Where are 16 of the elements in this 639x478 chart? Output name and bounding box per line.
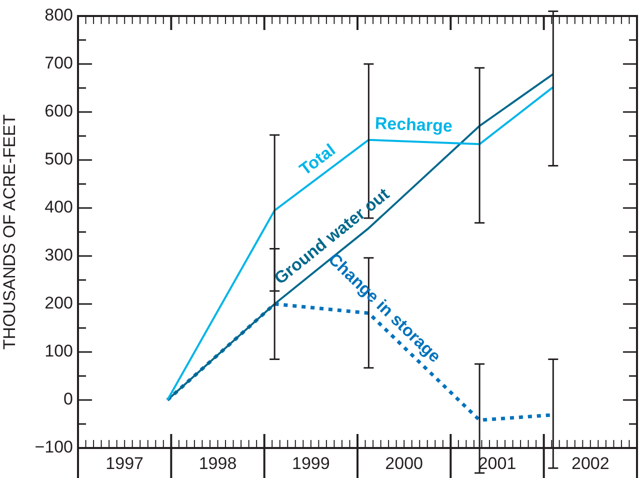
y-tick-label: 600: [44, 102, 73, 121]
y-axis-title: THOUSANDS OF ACRE-FEET: [0, 114, 19, 350]
x-tick-label: 1997: [106, 454, 144, 473]
y-tick-label: 500: [44, 150, 73, 169]
y-tick-label: 100: [44, 342, 73, 361]
y-tick-label: 700: [44, 54, 73, 73]
y-tick-label: 300: [44, 246, 73, 265]
y-tick-label: 0: [64, 390, 73, 409]
x-tick-label: 2002: [572, 454, 610, 473]
y-tick-label: 200: [44, 294, 73, 313]
x-tick-label: 1998: [198, 454, 237, 473]
x-tick-label: 1999: [292, 454, 330, 473]
y-tick-label: −100: [34, 438, 73, 457]
y-tick-label: 800: [44, 6, 73, 25]
y-tick-label: 400: [44, 198, 73, 217]
x-tick-label: 2000: [385, 454, 423, 473]
